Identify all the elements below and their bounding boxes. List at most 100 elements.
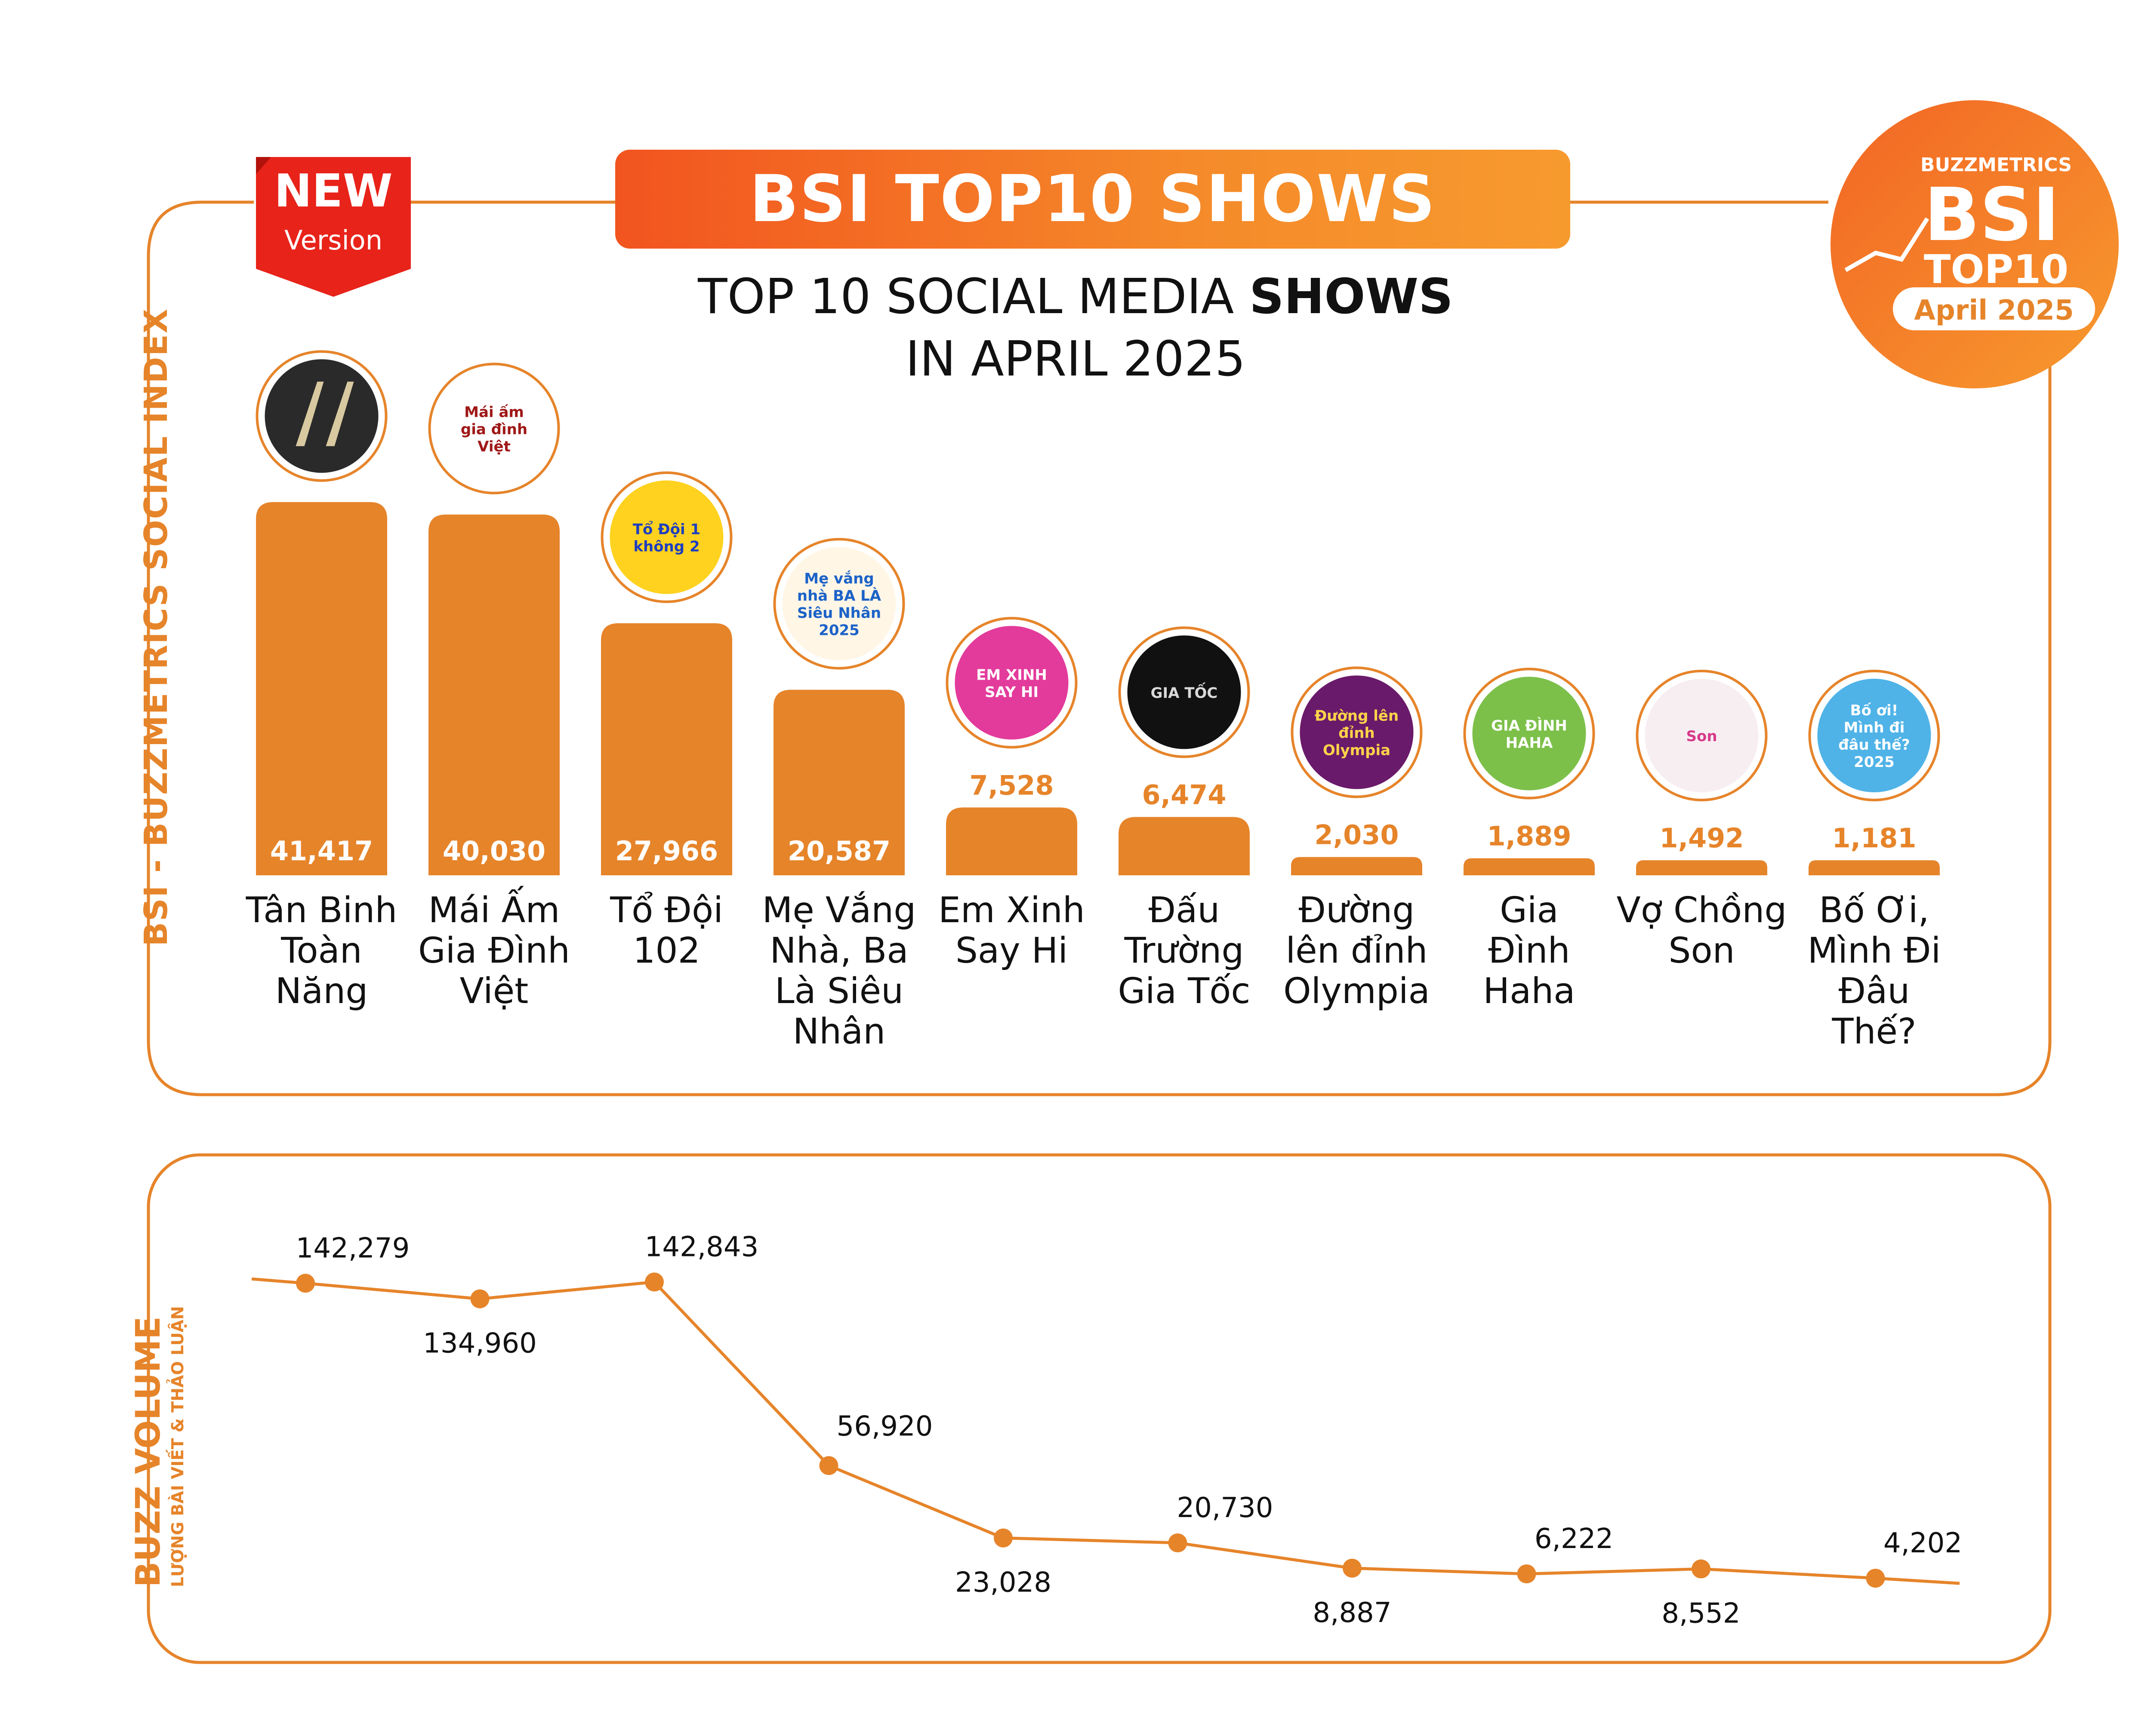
category-line: Olympia	[1283, 971, 1430, 1012]
title-banner: BSI TOP10 SHOWS	[615, 150, 1570, 249]
bar-category-label: Em Xinh Say Hi	[921, 890, 1102, 971]
category-line: Trường	[1124, 930, 1244, 971]
category-line: Mẹ Vắng	[762, 890, 916, 931]
logo-text: Việt	[478, 438, 511, 455]
category-line: Gia	[1500, 890, 1559, 931]
buzz-point	[296, 1274, 315, 1293]
buzz-point	[1866, 1569, 1885, 1588]
logo-text: đỉnh	[1338, 724, 1374, 742]
bar-category-label: Tân Binh Toàn Năng	[231, 890, 412, 1012]
buzz-value-label: 20,730	[1177, 1492, 1273, 1524]
category-line: Tân Binh	[246, 890, 398, 931]
logo-text: 2025	[1854, 754, 1895, 771]
buzz-line	[251, 1277, 1960, 1585]
olympia-logo-fill	[1300, 675, 1414, 789]
category-line: Đình	[1488, 930, 1570, 971]
bar-value-label: 40,030	[443, 835, 545, 867]
bar-4	[773, 689, 905, 875]
logo-text: đâu thế?	[1838, 736, 1910, 754]
new-badge-sub: Version	[284, 225, 382, 256]
buzz-value-label: 142,843	[645, 1231, 759, 1263]
category-line: Việt	[459, 971, 529, 1012]
bar-category-label: Tổ Đội 102	[576, 890, 757, 971]
logo-text: Olympia	[1323, 742, 1390, 759]
buzz-value-label: 8,887	[1313, 1597, 1391, 1629]
gia-dinh-haha-logo-fill	[1472, 677, 1586, 791]
bar-value-label: 1,181	[1832, 822, 1916, 854]
bar-category-label: Vợ Chồng Son	[1612, 890, 1792, 971]
logo-text: Bố ơi!	[1850, 702, 1898, 719]
buzz-point	[1517, 1564, 1536, 1584]
badge-main: BSI	[1924, 172, 2059, 258]
bar-5	[946, 807, 1077, 875]
page-title: BSI TOP10 SHOWS	[749, 162, 1436, 237]
category-line: Đâu	[1838, 971, 1910, 1012]
buzz-value-label: 4,202	[1883, 1527, 1962, 1559]
buzz-point	[1168, 1533, 1187, 1553]
category-line: Nhà, Ba	[770, 930, 909, 971]
bar-category-label: Mẹ Vắng Nhà, Ba Là Siêu Nhân	[749, 890, 930, 1052]
new-version-badge: NEW Version	[256, 157, 411, 297]
logo-text: Đường lên	[1315, 707, 1399, 724]
logo-text: Mình đi	[1844, 719, 1905, 736]
category-line: Mái Ấm	[428, 890, 560, 931]
subtitle-line1: TOP 10 SOCIAL MEDIA SHOWS	[0, 269, 2151, 325]
to-doi-102-logo-fill	[610, 480, 724, 594]
bar-value-label: 7,528	[969, 770, 1054, 801]
tan-binh-emblem-icon	[296, 382, 354, 446]
buzz-point	[1692, 1559, 1710, 1579]
category-line: Haha	[1483, 971, 1575, 1012]
category-line: Đường	[1298, 890, 1415, 931]
new-badge-title: NEW	[274, 165, 392, 217]
category-line: Là Siêu	[774, 971, 904, 1012]
badge-brand: BUZZMETRICS	[1920, 154, 2072, 176]
logo-text: gia đình	[461, 421, 527, 438]
buzz-point	[819, 1456, 838, 1475]
category-line: Tổ Đội	[610, 890, 723, 931]
logo-text: Tổ Đội 1	[633, 520, 700, 538]
em-xinh-say-hi-logo-fill	[955, 626, 1069, 740]
bottom-panel-frame	[147, 1153, 2052, 1664]
badge-trend-icon	[1844, 217, 1929, 272]
logo-text: Mẹ vắng	[804, 570, 874, 588]
bar-chart: 41,417 40,030 27,966 20,587 7,528 6,474 2,030 1…	[256, 350, 1940, 875]
logo-text: GIA ĐÌNH	[1491, 717, 1567, 734]
me-vang-nha-logo-fill	[782, 547, 896, 661]
bo-oi-logo-fill	[1817, 679, 1931, 792]
logo-text: GIA TỐC	[1151, 682, 1218, 702]
bar-value-label: 6,474	[1142, 779, 1226, 810]
category-line: Son	[1668, 930, 1735, 971]
category-line: Gia Tốc	[1118, 971, 1251, 1012]
bar-2	[428, 514, 560, 875]
logo-text: SAY HI	[985, 683, 1039, 701]
logo-text: nhà BA LÀ	[797, 587, 881, 605]
bar-1	[256, 502, 387, 875]
category-line: Mình Đi	[1807, 930, 1941, 971]
logo-text: EM XINH	[976, 666, 1047, 683]
dau-truong-gia-toc-logo-fill	[1127, 635, 1241, 749]
buzz-value-label: 8,552	[1661, 1598, 1740, 1630]
bar-category-label: Đấu Trường Gia Tốc	[1094, 890, 1275, 1012]
bar-value-label: 20,587	[788, 835, 891, 867]
category-line: 102	[633, 930, 700, 971]
bar-3	[601, 623, 732, 875]
category-line: Đấu	[1148, 890, 1220, 931]
logo-text: Mái ấm	[464, 403, 524, 421]
vo-chong-son-logo-fill	[1645, 679, 1759, 792]
bar-category-label: Mái Ấm Gia Đình Việt	[404, 890, 585, 1012]
subtitle-bold: SHOWS	[1249, 269, 1453, 325]
badge-sub: TOP10	[1924, 246, 2068, 292]
logo-text: Son	[1686, 728, 1717, 745]
bar-category-label: Bố Ơi, Mình Đi Đâu Thế?	[1784, 890, 1965, 1052]
logo-text: không 2	[633, 538, 700, 555]
bar-8	[1464, 858, 1595, 875]
category-line: Say Hi	[955, 930, 1068, 971]
bar-9	[1636, 860, 1767, 875]
buzz-value-label: 134,960	[423, 1328, 537, 1360]
buzz-value-label: 142,279	[296, 1232, 410, 1264]
bar-category-label: Gia Đình Haha	[1439, 890, 1620, 1012]
subtitle-pre: TOP 10 SOCIAL MEDIA	[698, 269, 1249, 325]
bar-value-label: 1,889	[1487, 820, 1571, 852]
